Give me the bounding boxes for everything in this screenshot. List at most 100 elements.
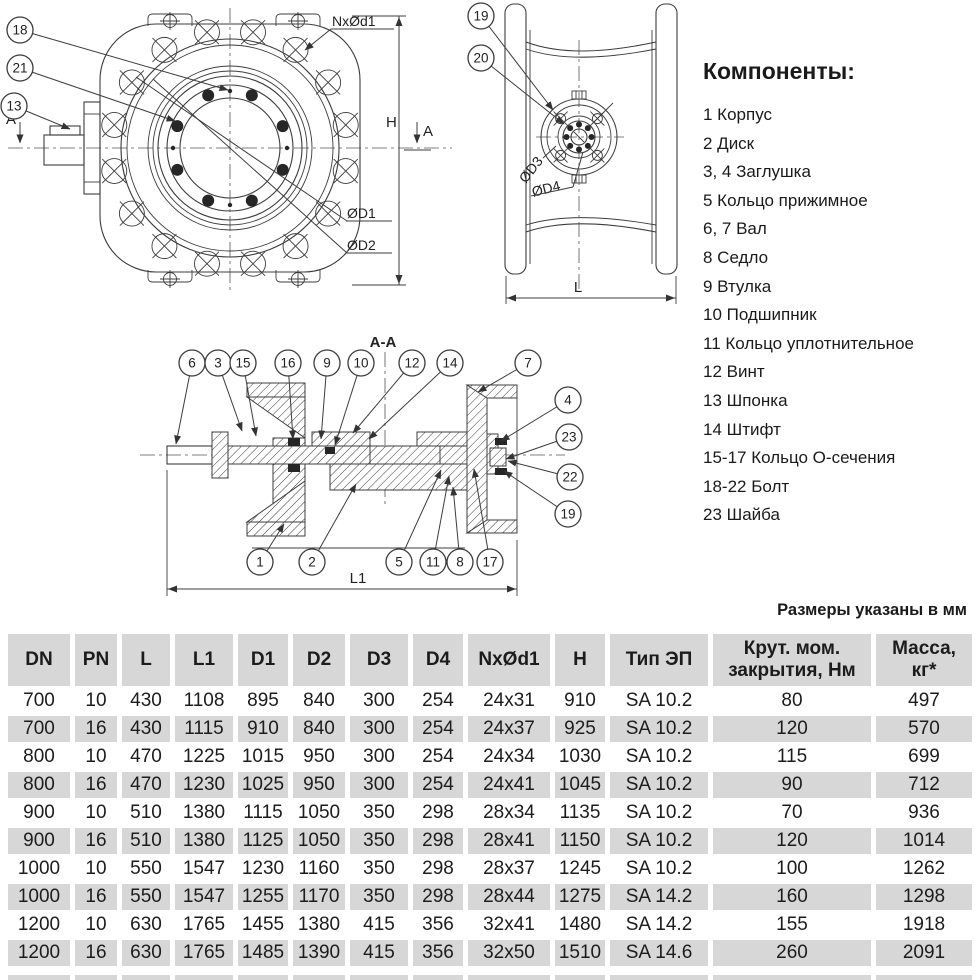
- column-header: Крут. мом. закрытия, Нм: [713, 634, 871, 686]
- table-cell: 1380: [297, 914, 341, 935]
- svg-text:6: 6: [188, 356, 196, 371]
- table-cell: SA 10.2: [610, 828, 708, 854]
- column-header: H: [555, 634, 605, 686]
- svg-text:18: 18: [12, 23, 27, 38]
- table-cell: 950: [293, 772, 345, 798]
- callout-8: 8: [446, 548, 474, 576]
- components-list: 1 Корпус 2 Диск 3, 4 Заглушка 5 Кольцо приж…: [703, 101, 977, 530]
- table-cell: 254: [422, 746, 454, 767]
- table-cell: 356: [413, 940, 463, 966]
- table-cell: 300: [363, 690, 395, 711]
- callout-15: 15: [229, 349, 257, 377]
- table-cell: 16: [75, 828, 117, 854]
- table-cell: SA 10.2: [625, 802, 693, 823]
- svg-text:7: 7: [524, 356, 532, 371]
- component-item: 2 Диск: [703, 133, 755, 153]
- table-cell: 298: [413, 884, 463, 910]
- table-cell: 70: [781, 802, 803, 823]
- table-cell: SA 10.2: [610, 716, 708, 742]
- table-cell: 1765: [175, 940, 233, 966]
- column-header: Масса, кг*: [876, 634, 972, 686]
- table-cell: 1455: [241, 914, 285, 935]
- table-cell: 1115: [243, 802, 283, 823]
- table-cell: 10: [85, 746, 107, 767]
- table-cell: 1000: [17, 858, 61, 879]
- table-body: 700 10 430 1108 895 840 300 254 24x31 910 SA 10.2 8…: [8, 688, 972, 966]
- table-cell: 895: [247, 690, 279, 711]
- table-cell: 1225: [182, 746, 226, 767]
- table-cell: 300: [363, 746, 395, 767]
- callout-11: 11: [419, 548, 447, 576]
- section-marker-right: A: [423, 123, 433, 140]
- table-cell: 254: [422, 690, 454, 711]
- table-cell: 1298: [876, 884, 972, 910]
- callout-2: 2: [298, 548, 326, 576]
- cutoff-cell: [122, 975, 170, 980]
- callout-19: 19: [467, 2, 495, 30]
- bolt-pattern-label: NxØd1: [332, 13, 376, 29]
- table-row: 1200 10 630 1765 1455 1380 415 356 32x41 1480 SA 1…: [8, 912, 972, 938]
- svg-text:23: 23: [561, 430, 576, 445]
- table-cell: 254: [413, 772, 463, 798]
- table-cell: 510: [122, 828, 170, 854]
- cutoff-cell: [75, 975, 117, 980]
- table-cell: 1230: [241, 858, 285, 879]
- cutoff-cell: [350, 975, 408, 980]
- table-cell: 430: [130, 690, 162, 711]
- cutoff-cell: [293, 975, 345, 980]
- table-cell: 430: [122, 716, 170, 742]
- table-cell: 415: [350, 940, 408, 966]
- table-cell: 16: [75, 716, 117, 742]
- callout-9: 9: [313, 349, 341, 377]
- table-cell: 32x50: [468, 940, 550, 966]
- table-cell: 260: [713, 940, 871, 966]
- table-cell: 298: [413, 828, 463, 854]
- d4-label: ØD4: [530, 177, 562, 200]
- callout-19: 19: [554, 500, 582, 528]
- callout-21: 21: [6, 54, 34, 82]
- component-item: 18-22 Болт: [703, 476, 790, 496]
- table-cell: 470: [122, 772, 170, 798]
- column-header: D1: [238, 634, 288, 686]
- table-row: 700 16 430 1115 910 840 300 254 24x37 925 SA 10.2 1…: [8, 716, 972, 742]
- callout-5: 5: [385, 548, 413, 576]
- units-note: Размеры указаны в мм: [777, 601, 967, 619]
- cutoff-cell: [413, 975, 463, 980]
- component-item: 13 Шпонка: [703, 390, 788, 410]
- table-cell: 712: [876, 772, 972, 798]
- side-view: ØD3 ØD4 L: [480, 3, 678, 304]
- table-cell: 160: [713, 884, 871, 910]
- table-row: 800 16 470 1230 1025 950 300 254 24x41 1045 SA 10.…: [8, 772, 972, 798]
- technical-drawing: NxØd1 H ØD1 ØD2 A A: [0, 2, 678, 596]
- table-cell: 840: [293, 716, 345, 742]
- table-cell: 1262: [902, 858, 946, 879]
- table-cell: 470: [130, 746, 162, 767]
- callout-13: 13: [0, 92, 28, 120]
- component-item: 1 Корпус: [703, 105, 773, 124]
- table-row: 1000 16 550 1547 1255 1170 350 298 28x44 1275 SA 1…: [8, 884, 972, 910]
- table-cell: 1485: [238, 940, 288, 966]
- table-cell: 1380: [182, 802, 226, 823]
- callout-14: 14: [436, 349, 464, 377]
- cutoff-cell: [876, 975, 972, 980]
- table-cell: 800: [8, 772, 70, 798]
- table-cell: 1390: [293, 940, 345, 966]
- component-item: 12 Винт: [703, 362, 765, 382]
- callout-23: 23: [555, 423, 583, 451]
- table-row: 700 10 430 1108 895 840 300 254 24x31 910 SA 10.2 8…: [8, 688, 972, 714]
- table-cell: 115: [776, 746, 808, 767]
- svg-text:1: 1: [256, 555, 264, 570]
- table-cell: 28x44: [468, 884, 550, 910]
- table-cell: 120: [713, 828, 871, 854]
- table-cell: 1510: [555, 940, 605, 966]
- callout-3: 3: [204, 349, 232, 377]
- callout-22: 22: [556, 463, 584, 491]
- column-header: L1: [175, 634, 233, 686]
- svg-text:9: 9: [323, 356, 331, 371]
- component-item: 15-17 Кольцо О-сечения: [703, 448, 896, 468]
- table-row: 900 16 510 1380 1125 1050 350 298 28x41 1150 SA 10…: [8, 828, 972, 854]
- table-cell: 80: [781, 690, 803, 711]
- table-header: DN PN L L1 D1 D2 D3 D4 NxØd1 H Тип ЭП Крут. мом. за…: [8, 634, 972, 686]
- table-cell: 840: [303, 690, 335, 711]
- svg-text:22: 22: [562, 470, 577, 485]
